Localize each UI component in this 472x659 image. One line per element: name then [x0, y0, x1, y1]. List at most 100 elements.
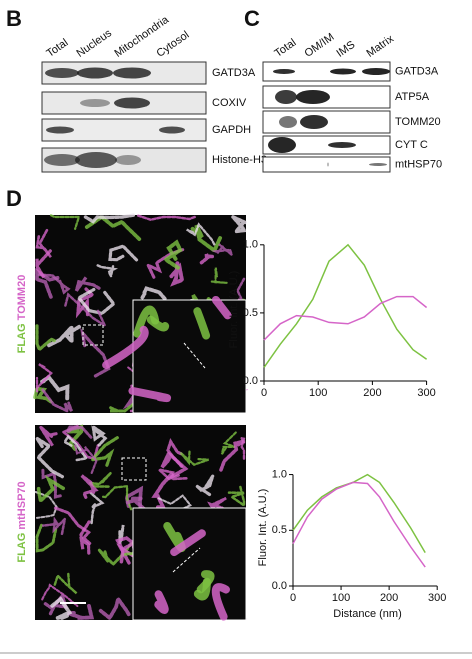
- series-line: [292, 481, 426, 568]
- blot-label: GATD3A: [395, 65, 439, 77]
- stain-2: TOMM20: [16, 275, 28, 321]
- band: [369, 163, 387, 166]
- structure: [35, 363, 53, 393]
- structure: [64, 292, 108, 329]
- stain-1: FLAG: [16, 323, 28, 353]
- blot-label: GAPDH: [212, 124, 251, 136]
- band: [114, 97, 150, 109]
- blot-label: Histone-H3: [212, 154, 267, 166]
- structure: [50, 596, 73, 620]
- structure: [154, 467, 188, 481]
- panel-label: D: [6, 186, 22, 211]
- structure: [227, 485, 246, 508]
- structure: [35, 522, 58, 553]
- band: [330, 68, 356, 75]
- band: [279, 116, 297, 128]
- structure: [88, 436, 119, 467]
- structure: [64, 425, 94, 440]
- structure: [47, 322, 81, 348]
- structure: [37, 273, 71, 295]
- stain-label: FLAG TOMM20: [16, 275, 28, 354]
- x-tick-label: 200: [363, 387, 381, 399]
- band: [362, 68, 390, 75]
- panel-label: C: [244, 6, 260, 31]
- structure: [136, 214, 196, 221]
- inset-structure: [102, 325, 149, 370]
- series-line: [263, 295, 428, 341]
- structure: [115, 536, 137, 564]
- y-axis-label: Fluor. Int. (A.U.): [257, 489, 269, 567]
- structure: [80, 474, 99, 500]
- structure: [108, 244, 139, 262]
- x-tick-label: 100: [332, 592, 350, 604]
- structure: [109, 400, 139, 413]
- stain-2: mtHSP70: [16, 481, 28, 529]
- structure: [210, 267, 227, 284]
- band: [75, 152, 117, 168]
- blot-label: TOMM20: [395, 116, 441, 128]
- structure: [96, 264, 119, 280]
- lane-label: Nucleus: [75, 27, 115, 60]
- structure: [186, 222, 217, 248]
- lane-label: OM/IM: [303, 31, 337, 60]
- y-tick-label: 0.5: [272, 524, 287, 536]
- structure: [73, 442, 98, 475]
- structure: [41, 515, 67, 536]
- band: [46, 126, 74, 134]
- structure: [41, 468, 62, 499]
- x-tick-label: 300: [428, 592, 446, 604]
- structure: [74, 276, 101, 292]
- structure: [151, 471, 174, 510]
- inset-structure: [211, 583, 231, 621]
- y-tick-label: 1.0: [272, 468, 287, 480]
- structure: [219, 439, 245, 472]
- y-tick-label: 0.0: [243, 375, 258, 387]
- structure: [196, 475, 215, 497]
- structure: [35, 249, 52, 279]
- structure: [98, 594, 131, 621]
- band: [115, 155, 141, 165]
- inset-structure: [211, 295, 232, 320]
- structure: [75, 287, 96, 319]
- structure: [199, 253, 213, 265]
- blot-label: CYT C: [395, 139, 428, 151]
- inset: [132, 507, 247, 621]
- lane-label: IMS: [335, 39, 358, 60]
- band: [77, 67, 113, 79]
- structure: [190, 224, 223, 254]
- lane-label: Total: [273, 37, 299, 60]
- inset-structure: [193, 307, 211, 340]
- x-tick-label: 0: [261, 387, 267, 399]
- structure: [39, 425, 58, 447]
- band: [80, 99, 110, 107]
- structure: [35, 436, 64, 479]
- blot-label: GATD3A: [212, 67, 256, 79]
- structure: [162, 239, 183, 270]
- structure: [83, 213, 136, 224]
- band: [113, 67, 151, 79]
- y-tick-label: 0.5: [243, 307, 258, 319]
- band: [296, 90, 330, 104]
- structure: [79, 520, 91, 555]
- series-line: [263, 243, 428, 368]
- x-axis-label: Distance (nm): [333, 608, 401, 620]
- structure: [97, 548, 138, 567]
- inset-structure: [133, 305, 160, 338]
- structure: [179, 450, 209, 466]
- structure: [220, 431, 237, 455]
- structure: [91, 425, 108, 447]
- structure: [35, 324, 56, 353]
- inset-structure: [128, 386, 171, 403]
- structure: [85, 472, 112, 488]
- structure: [62, 434, 89, 462]
- y-tick-label: 1.0: [243, 239, 258, 251]
- blot-label: mtHSP70: [395, 158, 442, 170]
- structure: [49, 214, 81, 230]
- series-line: [292, 473, 426, 553]
- blot: [262, 156, 391, 173]
- blot-label: ATP5A: [395, 91, 430, 103]
- band: [273, 69, 295, 74]
- structure: [35, 267, 60, 299]
- roi-line: [172, 547, 201, 573]
